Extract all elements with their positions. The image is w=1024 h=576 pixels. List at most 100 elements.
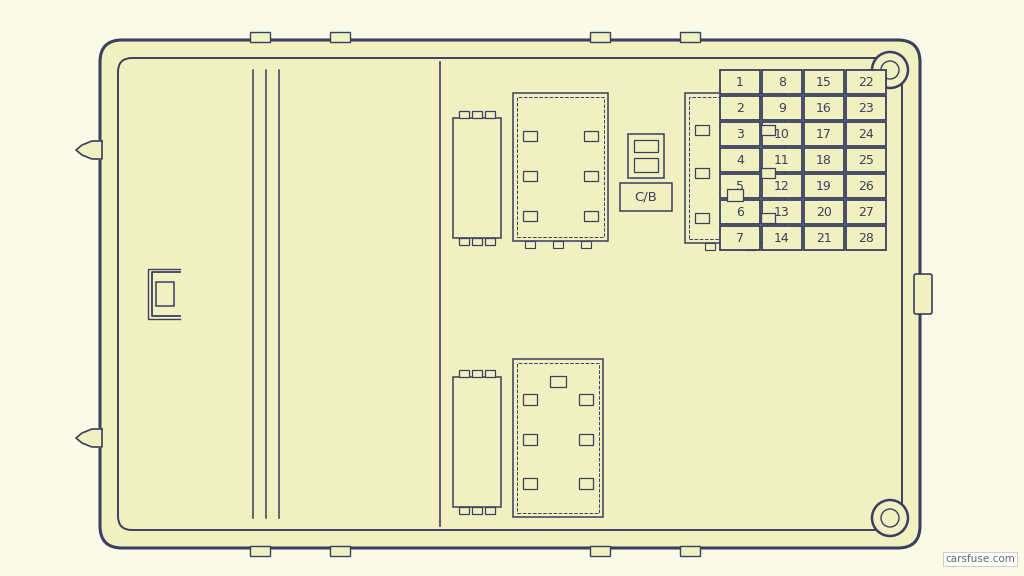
Polygon shape	[76, 429, 102, 447]
Bar	[762, 70, 802, 94]
Text: 6: 6	[736, 206, 744, 218]
Bar	[579, 434, 593, 445]
Bar	[804, 174, 844, 198]
Text: 18: 18	[816, 153, 831, 166]
Bar	[517, 97, 604, 237]
Bar	[720, 148, 760, 172]
Bar	[472, 111, 482, 118]
Text: 22: 22	[858, 75, 873, 89]
Bar	[620, 183, 672, 211]
Bar	[846, 122, 886, 146]
Bar	[459, 238, 469, 245]
Circle shape	[881, 61, 899, 79]
Bar	[523, 394, 537, 405]
FancyBboxPatch shape	[100, 40, 920, 548]
Polygon shape	[76, 141, 102, 159]
Bar	[695, 213, 709, 223]
Circle shape	[872, 500, 908, 536]
Bar	[695, 125, 709, 135]
Bar	[720, 122, 760, 146]
Text: 7: 7	[736, 232, 744, 244]
Bar	[634, 140, 658, 152]
Text: 8: 8	[778, 75, 786, 89]
Bar	[584, 171, 598, 181]
Bar	[459, 370, 469, 377]
Bar	[550, 376, 566, 387]
Bar	[472, 238, 482, 245]
Bar	[250, 546, 270, 556]
Bar	[680, 32, 700, 42]
Bar	[250, 32, 270, 42]
Text: 25: 25	[858, 153, 873, 166]
Text: 19: 19	[816, 180, 831, 192]
Bar	[485, 507, 495, 514]
Text: 4: 4	[736, 153, 744, 166]
Bar	[804, 96, 844, 120]
Text: 21: 21	[816, 232, 831, 244]
Bar	[685, 93, 785, 243]
Text: C/B: C/B	[635, 191, 657, 203]
Bar	[523, 434, 537, 445]
Bar	[628, 134, 664, 178]
Text: 3: 3	[736, 127, 744, 141]
Bar	[846, 148, 886, 172]
Text: 12: 12	[774, 180, 790, 192]
Bar	[472, 370, 482, 377]
Bar	[459, 507, 469, 514]
Bar	[459, 111, 469, 118]
Circle shape	[872, 52, 908, 88]
Bar	[804, 148, 844, 172]
Text: 16: 16	[816, 101, 831, 115]
Bar	[745, 243, 755, 250]
Bar	[761, 168, 775, 178]
Bar	[634, 158, 658, 172]
Bar	[762, 174, 802, 198]
Text: 5: 5	[736, 180, 744, 192]
Text: carsfuse.com: carsfuse.com	[945, 554, 1015, 564]
Bar	[581, 241, 591, 248]
Bar	[523, 171, 537, 181]
Bar	[523, 478, 537, 489]
Bar	[584, 211, 598, 221]
Bar	[517, 363, 599, 513]
Text: 15: 15	[816, 75, 831, 89]
Bar	[590, 546, 610, 556]
Bar	[156, 282, 174, 306]
Bar	[762, 226, 802, 250]
Bar	[695, 168, 709, 178]
Text: 27: 27	[858, 206, 873, 218]
Bar	[846, 174, 886, 198]
Bar	[846, 200, 886, 224]
Bar	[846, 226, 886, 250]
Text: 26: 26	[858, 180, 873, 192]
Bar	[804, 70, 844, 94]
Text: 1: 1	[736, 75, 744, 89]
Bar	[720, 200, 760, 224]
Bar	[453, 118, 501, 238]
Bar	[762, 200, 802, 224]
Text: 9: 9	[778, 101, 786, 115]
Text: 2: 2	[736, 101, 744, 115]
Bar	[579, 478, 593, 489]
Bar	[761, 213, 775, 223]
Bar	[720, 226, 760, 250]
Bar	[804, 200, 844, 224]
Bar	[485, 238, 495, 245]
FancyBboxPatch shape	[118, 58, 902, 530]
Bar	[330, 546, 350, 556]
Text: 28: 28	[858, 232, 873, 244]
Bar	[720, 96, 760, 120]
Bar	[705, 243, 715, 250]
Bar	[762, 148, 802, 172]
Text: 23: 23	[858, 101, 873, 115]
Circle shape	[881, 509, 899, 527]
Bar	[525, 241, 535, 248]
Bar	[485, 370, 495, 377]
Bar	[472, 507, 482, 514]
Text: 13: 13	[774, 206, 790, 218]
Bar	[720, 70, 760, 94]
Bar	[727, 189, 743, 201]
Bar	[523, 211, 537, 221]
Text: 14: 14	[774, 232, 790, 244]
Bar	[804, 226, 844, 250]
